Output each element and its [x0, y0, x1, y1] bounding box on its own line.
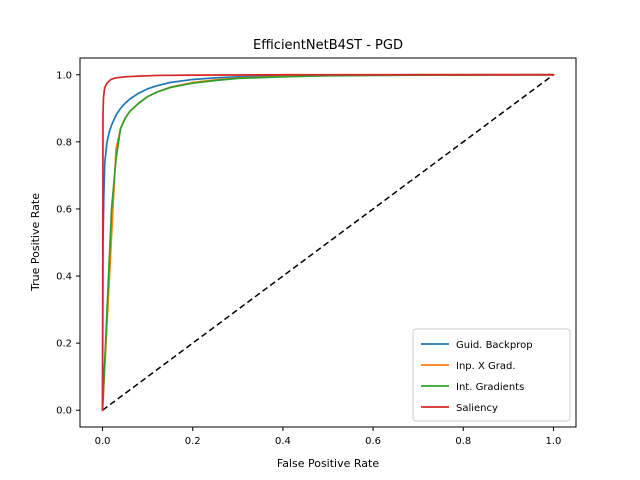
series-line-int-gradients	[101, 73, 555, 412]
x-tick-label: 0.6	[365, 436, 381, 447]
x-tick-label: 0.2	[185, 436, 201, 447]
series-line-guid-backprop	[101, 73, 555, 412]
chart-title: EfficientNetB4ST - PGD	[253, 38, 403, 53]
x-tick-label: 0.4	[275, 436, 291, 447]
plot-area	[101, 73, 555, 412]
y-axis-label: True Positive Rate	[29, 193, 42, 292]
legend-label: Int. Gradients	[456, 382, 524, 393]
x-tick-label: 0.0	[95, 436, 111, 447]
legend-label: Inp. X Grad.	[456, 361, 516, 372]
series-line-saliency	[101, 73, 555, 412]
legend: Guid. Backprop Inp. X Grad. Int. Gradients…	[412, 328, 571, 422]
axis-ticks: 0.0 0.2 0.4 0.6 0.8 1.0 0.0 0.2 0.4 0.6 0.8 1.0	[56, 70, 561, 447]
x-tick-label: 1.0	[546, 436, 562, 447]
y-tick-label: 1.0	[56, 70, 72, 81]
plot-frame	[79, 57, 577, 428]
series-group	[101, 73, 555, 412]
legend-label: Saliency	[456, 403, 498, 414]
y-tick-label: 0.2	[56, 339, 72, 350]
x-axis-label: False Positive Rate	[277, 457, 379, 470]
y-tick-label: 0.0	[56, 406, 72, 417]
legend-box	[412, 328, 571, 422]
y-tick-label: 0.4	[56, 272, 72, 283]
x-tick-label: 0.8	[455, 436, 471, 447]
y-tick-label: 0.8	[56, 137, 72, 148]
reference-diagonal-line	[102, 74, 554, 411]
legend-label: Guid. Backprop	[456, 340, 533, 351]
y-tick-label: 0.6	[56, 204, 72, 215]
